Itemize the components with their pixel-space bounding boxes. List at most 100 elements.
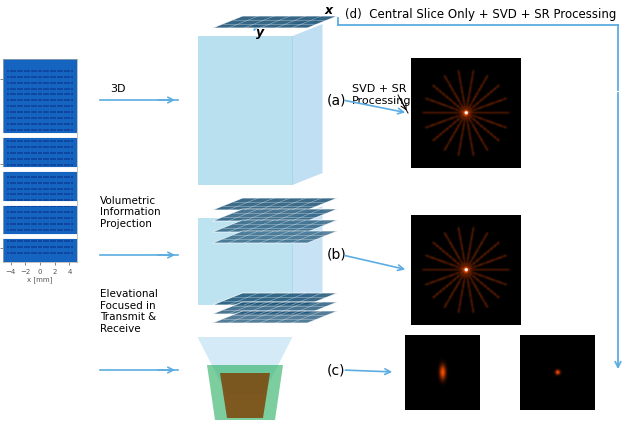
Point — [8, 244, 18, 251]
Point — [50, 250, 60, 257]
Point — [22, 250, 32, 257]
Point — [15, 185, 25, 192]
Point — [27, 73, 37, 80]
Point — [52, 238, 63, 245]
Point — [13, 68, 23, 74]
Point — [48, 73, 58, 80]
Point — [6, 144, 16, 151]
Point — [48, 197, 58, 204]
Point — [38, 244, 49, 251]
Point — [45, 162, 56, 168]
Point — [20, 103, 30, 110]
Point — [48, 173, 58, 180]
Point — [34, 68, 44, 74]
Point — [55, 156, 65, 162]
Point — [20, 173, 30, 180]
Point — [8, 250, 18, 257]
Point — [36, 203, 46, 210]
Point — [6, 168, 16, 174]
Point — [13, 185, 23, 192]
Point — [31, 220, 42, 227]
Point — [41, 144, 51, 151]
Point — [15, 109, 25, 116]
Point — [13, 79, 23, 86]
Point — [34, 185, 44, 192]
Point — [57, 91, 67, 98]
Point — [24, 132, 35, 139]
Point — [67, 79, 77, 86]
Point — [8, 91, 18, 98]
Point — [43, 214, 53, 221]
Point — [8, 114, 18, 121]
Point — [8, 150, 18, 157]
Point — [6, 208, 16, 215]
Point — [41, 79, 51, 86]
Point — [45, 126, 56, 133]
Point — [6, 103, 16, 110]
Point — [15, 208, 25, 215]
Point — [43, 156, 53, 162]
Point — [36, 238, 46, 245]
Point — [8, 103, 18, 110]
Point — [60, 91, 70, 98]
Point — [52, 191, 63, 198]
Point — [6, 162, 16, 168]
Point — [45, 156, 56, 162]
Point — [57, 220, 67, 227]
Point — [55, 220, 65, 227]
Point — [41, 244, 51, 251]
Point — [3, 91, 13, 98]
Point — [64, 232, 74, 239]
Polygon shape — [212, 231, 337, 243]
Point — [15, 168, 25, 174]
Point — [22, 138, 32, 145]
Point — [55, 103, 65, 110]
Point — [24, 68, 35, 74]
Point — [62, 109, 72, 116]
Point — [62, 226, 72, 233]
Point — [17, 214, 28, 221]
Point — [3, 79, 13, 86]
Point — [64, 79, 74, 86]
Point — [31, 191, 42, 198]
Point — [27, 109, 37, 116]
Point — [64, 120, 74, 127]
Point — [6, 232, 16, 239]
Point — [67, 85, 77, 92]
Point — [60, 238, 70, 245]
Point — [10, 120, 20, 127]
Point — [52, 203, 63, 210]
Point — [13, 91, 23, 98]
Point — [64, 191, 74, 198]
Point — [6, 179, 16, 186]
Point — [57, 162, 67, 168]
Point — [41, 85, 51, 92]
Point — [50, 144, 60, 151]
Point — [45, 250, 56, 257]
Point — [13, 162, 23, 168]
Point — [55, 97, 65, 104]
Point — [31, 109, 42, 116]
Point — [29, 232, 39, 239]
Point — [48, 208, 58, 215]
Point — [50, 156, 60, 162]
Point — [8, 97, 18, 104]
Point — [8, 120, 18, 127]
Point — [34, 132, 44, 139]
Point — [64, 238, 74, 245]
Point — [48, 156, 58, 162]
Point — [22, 150, 32, 157]
Point — [29, 226, 39, 233]
Point — [29, 244, 39, 251]
Point — [64, 126, 74, 133]
Point — [31, 103, 42, 110]
Point — [57, 150, 67, 157]
Point — [55, 79, 65, 86]
Point — [6, 97, 16, 104]
Point — [3, 97, 13, 104]
Point — [52, 214, 63, 221]
Point — [8, 179, 18, 186]
Point — [20, 185, 30, 192]
Point — [62, 73, 72, 80]
Point — [8, 144, 18, 151]
